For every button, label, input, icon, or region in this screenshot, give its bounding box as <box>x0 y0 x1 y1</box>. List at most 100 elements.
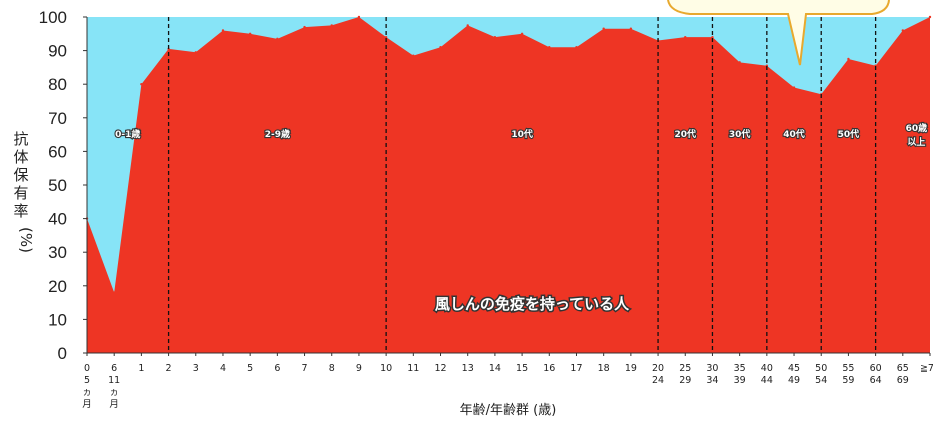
data-point <box>684 35 687 39</box>
positive-area-label: 風しんの免疫を持っている人 <box>435 295 630 313</box>
y-axis-label-char: 率 <box>13 202 28 220</box>
data-point <box>466 24 469 27</box>
x-tick-label: 6 <box>274 363 280 374</box>
x-tick-label: 11 <box>407 363 419 374</box>
data-point <box>901 29 905 32</box>
x-tick-label: 55 <box>842 363 854 374</box>
x-tick-label: 19 <box>625 363 637 374</box>
y-tick-label: 50 <box>48 176 67 195</box>
data-point <box>330 24 333 27</box>
x-tick-label: 18 <box>598 363 610 374</box>
y-tick-label: 20 <box>48 277 67 296</box>
data-point <box>602 27 605 30</box>
x-tick-label: 49 <box>788 375 800 386</box>
band-label: 10代 <box>511 128 533 140</box>
data-point <box>303 25 306 29</box>
y-axis-unit-label: (%) <box>17 227 35 253</box>
x-tick-label: 5 <box>247 363 253 374</box>
x-tick-label: 65 <box>897 363 909 374</box>
x-tick-label: 54 <box>815 375 827 386</box>
x-tick-label: 40 <box>761 363 773 374</box>
x-tick-label: 月 <box>82 399 92 410</box>
data-point <box>221 29 225 32</box>
x-tick-label: 50 <box>815 363 827 374</box>
x-tick-label: 16 <box>543 363 555 374</box>
x-tick-label: 25 <box>679 363 691 374</box>
band-label: 60歳 <box>906 122 928 134</box>
data-point <box>384 35 388 39</box>
callout-bubble <box>667 0 890 66</box>
data-point <box>194 51 197 54</box>
x-tick-label: 29 <box>679 375 691 386</box>
x-tick-label: 7 <box>302 363 308 374</box>
data-point <box>928 15 932 19</box>
data-point <box>792 86 796 89</box>
band-label: 30代 <box>729 128 751 140</box>
x-tick-label: 45 <box>788 363 800 374</box>
x-tick-label: 11 <box>108 375 120 386</box>
y-axis-label-char: 体 <box>13 148 28 166</box>
y-tick-label: 0 <box>58 344 67 363</box>
data-point <box>357 15 361 19</box>
x-tick-label: ヵ <box>109 387 119 398</box>
x-tick-label: 5 <box>84 375 90 386</box>
x-tick-label: 6 <box>111 363 117 374</box>
y-tick-label: 10 <box>48 310 67 329</box>
data-point <box>276 37 279 41</box>
data-point <box>629 27 633 30</box>
x-tick-label: 17 <box>570 363 582 374</box>
x-tick-label: 39 <box>734 375 746 386</box>
data-point <box>548 46 551 49</box>
x-tick-label: 59 <box>842 375 854 386</box>
x-tick-label: 9 <box>356 363 362 374</box>
positive-area-series <box>87 17 930 353</box>
data-point <box>248 32 252 35</box>
data-point <box>575 46 578 49</box>
x-tick-label: 13 <box>462 363 474 374</box>
x-tick-label: 8 <box>329 363 335 374</box>
data-point <box>738 61 741 64</box>
y-tick-label: 60 <box>48 142 67 161</box>
data-point <box>439 46 442 49</box>
x-tick-label: 34 <box>706 375 718 386</box>
band-label: 40代 <box>783 128 805 140</box>
y-tick-label: 100 <box>39 8 67 27</box>
x-tick-label: 4 <box>220 363 226 374</box>
x-tick-label: 15 <box>516 363 528 374</box>
x-tick-label: 44 <box>761 375 773 386</box>
x-tick-label: 24 <box>652 375 664 386</box>
x-tick-label: 69 <box>897 375 909 386</box>
x-axis-title: 年齢/年齢群 (歳) <box>460 403 557 418</box>
data-point <box>847 57 850 61</box>
data-point <box>493 35 497 39</box>
x-tick-label: 30 <box>706 363 718 374</box>
y-axis-label-char: 有 <box>13 184 28 202</box>
x-tick-label: 1 <box>138 363 144 374</box>
x-tick-label: 60 <box>870 363 882 374</box>
y-tick-label: 90 <box>48 42 67 61</box>
x-tick-label: 3 <box>193 363 199 374</box>
y-axis-label-char: 保 <box>13 166 28 184</box>
data-point <box>520 32 524 35</box>
x-tick-label: 2 <box>166 363 172 374</box>
y-axis-label-char: 抗 <box>13 130 28 148</box>
band-label: 以上 <box>907 136 925 148</box>
band-label: 50代 <box>838 128 860 140</box>
x-tick-label: 64 <box>870 375 882 386</box>
y-tick-label: 30 <box>48 243 67 262</box>
band-label: 2-9歳 <box>265 128 290 140</box>
data-point <box>140 83 143 86</box>
x-tick-label: 35 <box>734 363 746 374</box>
data-point <box>711 35 714 39</box>
band-label: 20代 <box>674 128 696 140</box>
x-tick-label: 月 <box>109 399 119 410</box>
y-tick-label: 70 <box>48 109 67 128</box>
x-tick-label: 14 <box>489 363 501 374</box>
x-tick-label: 10 <box>380 363 392 374</box>
y-tick-label: 80 <box>48 75 67 94</box>
x-tick-label: 20 <box>652 363 664 374</box>
band-label: 0-1歳 <box>115 128 140 140</box>
x-tick-label: 12 <box>434 363 446 374</box>
